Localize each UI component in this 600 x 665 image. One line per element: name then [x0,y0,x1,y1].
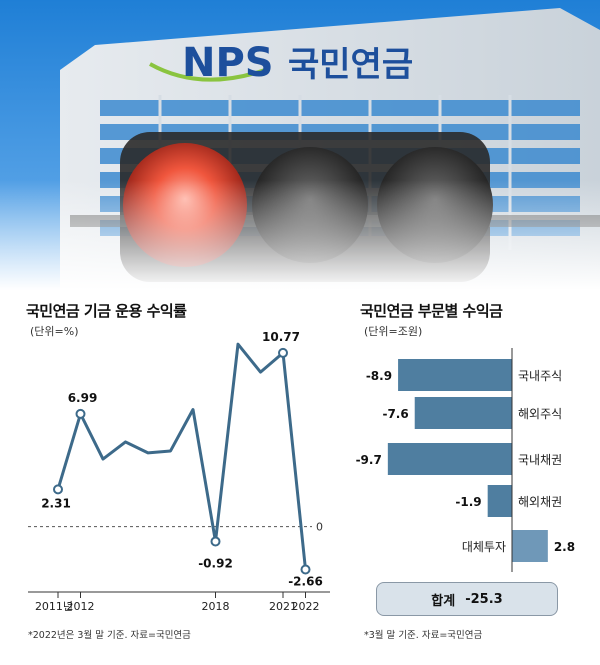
data-point-2022 [300,564,311,575]
bar-value-대체투자: 2.8 [554,540,575,554]
line-chart-source: *2022년은 3월 말 기준. 자료=국민연금 [28,630,191,641]
data-label-2022: -2.66 [288,575,323,589]
return-line [56,342,307,570]
bar-chart-source: *3월 말 기준. 자료=국민연금 [364,630,483,641]
bar-value-해외채권: -1.9 [455,495,481,509]
bar-국내채권 [387,443,512,475]
x-tick-label-2018: 2018 [202,600,230,613]
data-point-2018 [210,536,221,547]
bar-chart: -8.9 국내주식 -7.6 해외주식 -9.7 국내채권 -1.9 해외채권 2.8 대체투자 [356,348,575,572]
bar-대체투자 [512,530,548,562]
data-point-2012 [75,408,86,419]
bar-category-국내주식: 국내주식 [518,369,562,383]
line-chart-title: 국민연금 기금 운용 수익률 [26,302,187,320]
data-point-2021 [278,347,288,358]
bar-category-해외주식: 해외주식 [518,407,562,421]
bar-category-대체투자: 대체투자 [462,540,506,554]
sign-korean: 국민연금 [288,45,413,85]
total-box: 합계 -25.3 [376,582,558,616]
zero-label: 0 [316,521,323,534]
sign-latin: NPS [182,40,274,86]
data-label-2021: 10.77 [262,330,300,344]
header-photo: NPS 국민연금 [0,0,600,290]
data-point-2011 [53,484,63,495]
x-tick-label-2011: 2011년 [35,600,73,613]
total-label: 합계 [431,593,456,609]
bar-해외주식 [414,397,512,429]
total-value: -25.3 [465,591,503,607]
bar-value-국내주식: -8.9 [366,369,392,383]
data-label-2012: 6.99 [68,391,98,405]
bar-국내주식 [398,359,512,391]
data-label-2018: -0.92 [198,556,233,570]
x-tick-label-2022: 2022 [292,600,320,613]
bar-chart-title: 국민연금 부문별 수익금 [360,302,503,320]
bar-category-해외채권: 해외채권 [518,495,562,509]
x-tick-label-2012: 2012 [67,600,95,613]
return-area [58,344,306,570]
line-chart-unit: (단위=%) [30,325,79,338]
bar-category-국내채권: 국내채권 [518,453,562,467]
data-label-2011: 2.31 [41,496,71,510]
bar-해외채권 [487,485,512,517]
bar-chart-unit: (단위=조원) [364,325,423,338]
bar-value-해외주식: -7.6 [382,407,408,421]
x-tick-label-2021: 2021 [269,600,297,613]
bar-value-국내채권: -9.7 [356,453,382,467]
